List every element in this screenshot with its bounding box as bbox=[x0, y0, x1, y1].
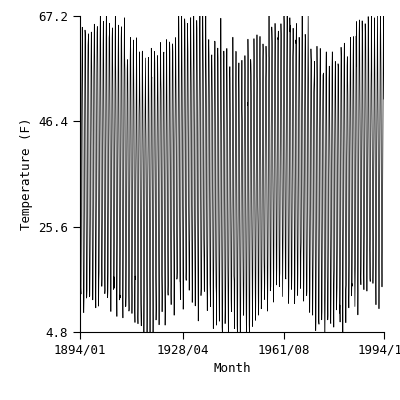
X-axis label: Month: Month bbox=[213, 362, 251, 375]
Y-axis label: Temperature (F): Temperature (F) bbox=[20, 118, 33, 230]
